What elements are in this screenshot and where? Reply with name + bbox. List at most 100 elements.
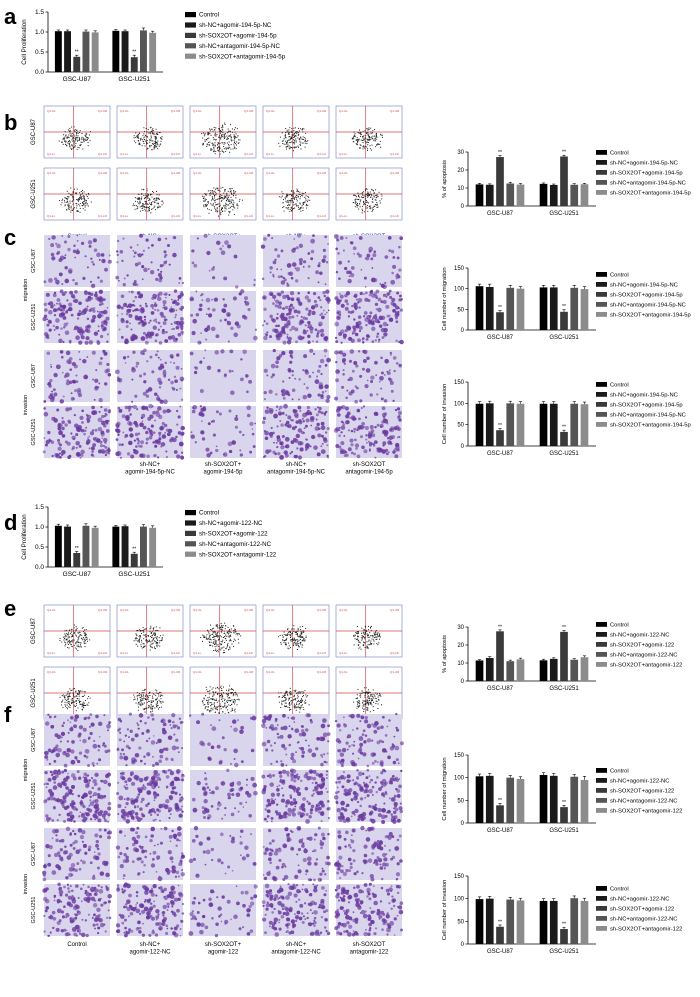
event-dot (67, 143, 68, 144)
event-dot (61, 142, 62, 143)
event-dot (221, 625, 222, 626)
stained-cell (318, 410, 321, 413)
stained-cell (101, 303, 104, 306)
event-dot (159, 206, 160, 207)
stained-cell (398, 436, 400, 438)
event-dot (292, 200, 293, 201)
event-dot (300, 144, 301, 145)
event-dot (376, 207, 377, 208)
event-dot (230, 124, 231, 125)
event-dot (151, 633, 152, 634)
event-dot (85, 637, 86, 638)
event-dot (216, 640, 217, 641)
event-dot (359, 194, 360, 195)
stained-cell (62, 316, 66, 320)
stained-cell (393, 310, 396, 313)
event-dot (221, 127, 222, 128)
stained-cell (100, 335, 103, 338)
event-dot (139, 693, 140, 694)
event-dot (150, 692, 151, 693)
stained-cell (386, 324, 388, 326)
stained-cell (101, 437, 103, 439)
event-dot (301, 707, 302, 708)
stained-cell (278, 275, 281, 278)
stained-cell (294, 455, 297, 458)
event-dot (219, 196, 220, 197)
event-dot (157, 640, 158, 641)
stained-cell (79, 445, 82, 448)
stained-cell (176, 389, 178, 391)
event-dot (78, 642, 79, 643)
stained-cell (165, 450, 167, 452)
event-dot (217, 207, 218, 208)
stained-cell (288, 369, 291, 372)
stained-cell (181, 399, 183, 401)
event-dot (153, 643, 154, 644)
stained-cell (350, 273, 354, 277)
event-dot (356, 196, 357, 197)
event-dot (157, 134, 158, 135)
event-dot (361, 649, 362, 650)
stained-cell (157, 456, 159, 458)
event-dot (71, 149, 72, 150)
stained-cell (263, 336, 267, 340)
stained-cell (231, 440, 236, 445)
event-dot (158, 207, 159, 208)
stained-cell (291, 451, 293, 453)
event-dot (150, 133, 151, 134)
stained-cell (158, 329, 160, 331)
stained-cell (181, 368, 183, 370)
stained-cell (173, 338, 178, 343)
event-dot (79, 192, 80, 193)
event-dot (156, 630, 157, 631)
event-dot (222, 696, 223, 697)
event-dot (306, 205, 307, 206)
event-dot (69, 630, 70, 631)
event-dot (237, 634, 238, 635)
stained-cell (54, 395, 56, 397)
stained-cell (174, 236, 177, 239)
event-dot (76, 193, 77, 194)
event-dot (147, 143, 148, 144)
event-dot (377, 196, 378, 197)
event-dot (372, 636, 373, 637)
event-dot (306, 143, 307, 144)
event-dot (72, 200, 73, 201)
event-dot (205, 695, 206, 696)
event-dot (135, 197, 136, 198)
quadrant-label: Q1-UR (171, 171, 181, 175)
stained-cell (246, 405, 251, 410)
stained-cell (53, 325, 55, 327)
stained-cell (141, 416, 144, 419)
event-dot (231, 138, 232, 139)
event-dot (220, 706, 221, 707)
event-dot (220, 154, 221, 155)
stained-cell (296, 315, 298, 317)
stained-cell (334, 296, 338, 300)
event-dot (80, 701, 81, 702)
event-dot (222, 142, 223, 143)
stained-cell (92, 351, 96, 355)
event-dot (141, 197, 142, 198)
event-dot (357, 207, 358, 208)
stained-cell (311, 435, 315, 439)
event-dot (154, 206, 155, 207)
event-dot (302, 647, 303, 648)
stained-cell (58, 339, 62, 343)
event-dot (367, 647, 368, 648)
event-dot (156, 706, 157, 707)
event-dot (148, 707, 149, 708)
stained-cell (53, 373, 57, 377)
stained-cell (375, 339, 377, 341)
event-dot (216, 700, 217, 701)
stained-cell (266, 406, 268, 408)
event-dot (225, 133, 226, 134)
event-dot (221, 209, 222, 210)
event-dot (212, 689, 213, 690)
stained-cell (361, 407, 363, 409)
event-dot (363, 135, 364, 136)
stained-cell (389, 296, 392, 299)
stained-cell (129, 427, 133, 431)
event-dot (63, 640, 64, 641)
